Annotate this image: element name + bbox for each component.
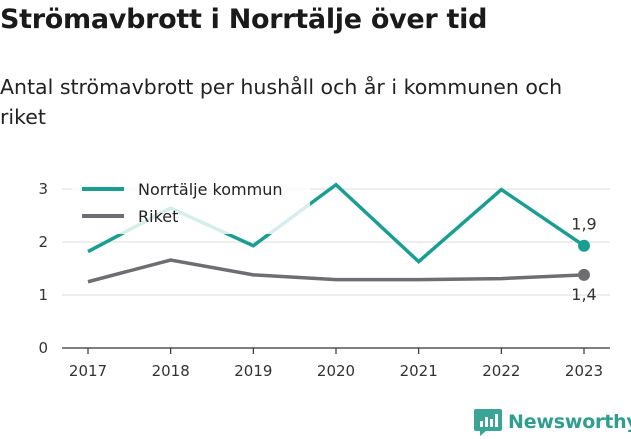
x-tick-label: 2019 <box>234 362 272 380</box>
x-tick-label: 2017 <box>69 362 107 380</box>
end-label-riket: 1,4 <box>571 285 596 304</box>
x-tick-label: 2018 <box>152 362 190 380</box>
y-tick-label: 1 <box>38 286 48 304</box>
legend-background <box>72 174 310 234</box>
brand-name: Newsworthy <box>508 411 631 433</box>
x-tick-label: 2020 <box>317 362 355 380</box>
x-tick-label: 2021 <box>400 362 438 380</box>
end-labels: 1,9 1,4 <box>571 215 596 304</box>
legend-label: Riket <box>138 207 178 226</box>
x-tick-label: 2022 <box>482 362 520 380</box>
end-label-norrtalje: 1,9 <box>571 215 596 234</box>
legend-label: Norrtälje kommun <box>138 180 282 199</box>
y-tick-label: 3 <box>38 180 48 198</box>
y-tick-label: 0 <box>38 339 48 357</box>
end-point-riket <box>578 268 590 281</box>
legend: Norrtälje kommun Riket <box>72 174 310 234</box>
newsworthy-logo-icon <box>474 409 502 436</box>
y-axis: 0 1 2 3 <box>38 180 48 357</box>
x-axis: 2017 2018 2019 2020 2021 2022 2023 <box>69 348 603 380</box>
end-point-norrtalje <box>578 239 590 252</box>
line-chart: 0 1 2 3 2017 2018 2019 2020 2021 2022 2023 Norrtä… <box>38 174 610 380</box>
chart-title: Strömavbrott i Norrtälje över tid <box>0 4 488 35</box>
series-line-riket <box>87 258 585 284</box>
x-tick-label: 2023 <box>565 362 603 380</box>
y-tick-label: 2 <box>38 233 48 251</box>
chart-subtitle: Antal strömavbrott per hushåll och år i … <box>0 75 563 129</box>
brand-logo: Newsworthy <box>474 405 631 439</box>
